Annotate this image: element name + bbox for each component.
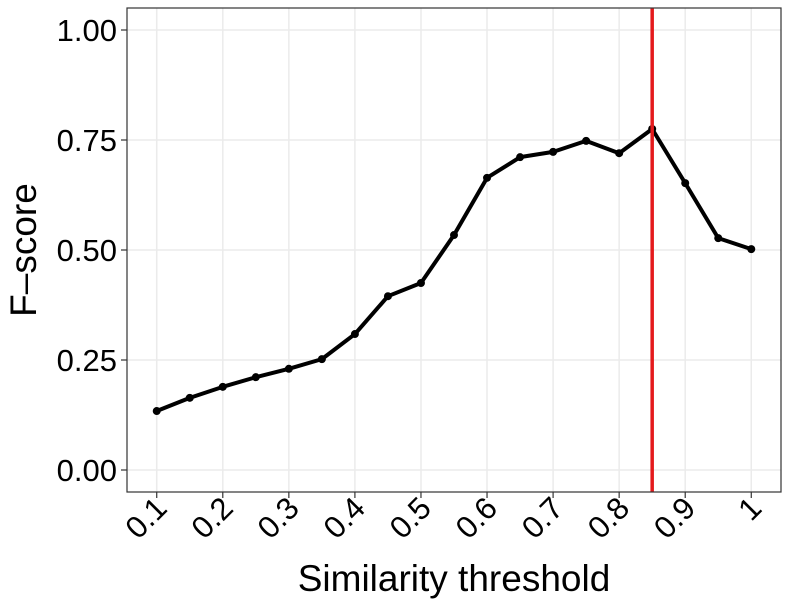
y-tick-label: 1.00 [57, 13, 117, 48]
x-tick-label: 0.8 [581, 490, 636, 545]
data-point [516, 153, 525, 162]
x-tick-label: 0.2 [185, 490, 240, 545]
plot-border [126, 7, 782, 493]
x-tick-label: 0.9 [647, 490, 702, 545]
data-point [714, 234, 723, 243]
x-tick-label: 0.3 [251, 490, 306, 545]
data-point [549, 147, 558, 156]
data-point [615, 149, 624, 158]
x-tick-label: 0.4 [317, 490, 372, 545]
y-tick-label: 0.25 [57, 343, 117, 378]
data-point [185, 393, 194, 402]
data-point [317, 355, 326, 364]
x-tick-label: 0.1 [118, 490, 173, 545]
data-point [416, 279, 425, 287]
data-point [747, 245, 756, 254]
data-point [284, 364, 293, 373]
x-tick-label: 1 [731, 490, 768, 527]
data-point [218, 382, 227, 391]
data-point [152, 407, 161, 416]
x-axis-title: Similarity threshold [298, 558, 611, 599]
data-point [582, 136, 591, 145]
x-tick-label: 0.5 [383, 490, 438, 545]
x-tick-label: 0.7 [515, 490, 570, 545]
x-tick-label: 0.6 [449, 490, 504, 545]
y-tick-label: 0.50 [57, 233, 117, 268]
y-axis-title: F–score [3, 183, 44, 317]
y-tick-label: 0.75 [57, 123, 117, 158]
data-point [483, 173, 492, 182]
y-tick-label: 0.00 [57, 453, 117, 488]
data-point [350, 330, 359, 339]
data-point [251, 373, 260, 382]
data-point [681, 179, 690, 188]
data-point [450, 231, 458, 240]
data-point [383, 292, 392, 301]
